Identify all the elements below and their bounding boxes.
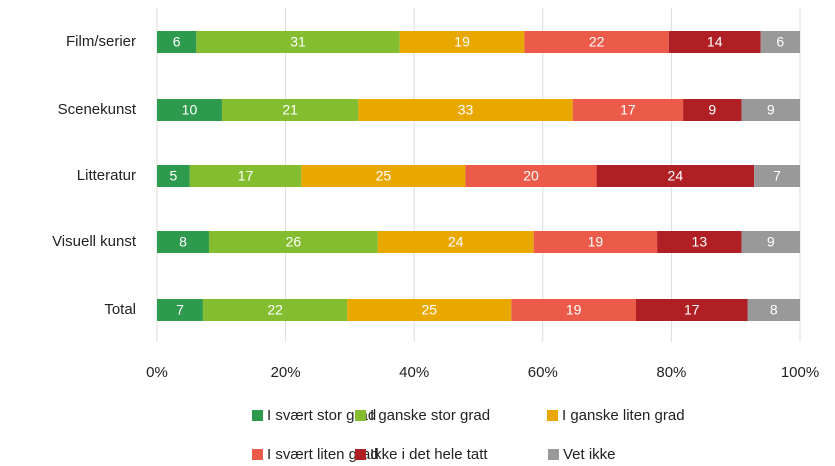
bar-segment <box>157 299 203 321</box>
value-label: 9 <box>767 234 775 250</box>
value-label: 22 <box>267 302 283 318</box>
bar-segment <box>524 31 669 53</box>
legend-label: I ganske stor grad <box>370 407 490 424</box>
value-label: 19 <box>588 234 604 250</box>
x-tick-label: 100% <box>781 364 819 381</box>
value-label: 33 <box>458 102 474 118</box>
y-tick-label: Scenekunst <box>58 101 137 118</box>
x-tick-label: 0% <box>146 364 168 381</box>
bar-segment <box>189 165 302 187</box>
value-label: 5 <box>170 168 178 184</box>
value-label: 6 <box>776 34 784 50</box>
legend-label: I svært stor grad <box>267 407 376 424</box>
value-label: 14 <box>707 34 723 50</box>
bar-segment <box>157 231 209 253</box>
bar-segment <box>196 31 400 53</box>
value-label: 20 <box>523 168 539 184</box>
value-label: 7 <box>773 168 781 184</box>
bar-segment <box>377 231 534 253</box>
value-label: 7 <box>176 302 184 318</box>
value-label: 19 <box>566 302 582 318</box>
value-label: 9 <box>708 102 716 118</box>
bar-segment <box>221 99 359 121</box>
bar-segment <box>741 231 800 253</box>
legend-label: I ganske liten grad <box>562 407 685 424</box>
bar-segment <box>157 99 222 121</box>
bar-segment <box>157 31 197 53</box>
legend-swatch <box>252 449 263 460</box>
bar-segment <box>465 165 597 187</box>
bar-segment <box>208 231 378 253</box>
y-tick-label: Visuell kunst <box>52 233 137 250</box>
bar-segment <box>760 31 800 53</box>
bar-segment <box>668 31 761 53</box>
value-label: 21 <box>282 102 298 118</box>
value-label: 25 <box>422 302 438 318</box>
legend-swatch <box>355 449 366 460</box>
legend-swatch <box>547 410 558 421</box>
bar-segment <box>202 299 348 321</box>
value-label: 22 <box>589 34 605 50</box>
bar-segment <box>399 31 525 53</box>
legend-swatch <box>355 410 366 421</box>
value-label: 17 <box>620 102 636 118</box>
bar-segment <box>301 165 466 187</box>
bar-segment <box>511 299 636 321</box>
bar-segment <box>358 99 573 121</box>
value-label: 26 <box>286 234 302 250</box>
x-tick-label: 40% <box>399 364 429 381</box>
legend-swatch <box>548 449 559 460</box>
x-tick-label: 80% <box>656 364 686 381</box>
bar-segment <box>747 299 800 321</box>
bar-segment <box>596 165 755 187</box>
bar-segment <box>683 99 742 121</box>
x-tick-label: 60% <box>528 364 558 381</box>
value-label: 6 <box>173 34 181 50</box>
y-tick-label: Litteratur <box>77 167 136 184</box>
bar-segment <box>657 231 742 253</box>
value-label: 8 <box>770 302 778 318</box>
value-label: 25 <box>376 168 392 184</box>
bar-segment <box>572 99 684 121</box>
legend-swatch <box>252 410 263 421</box>
value-label: 10 <box>182 102 198 118</box>
value-label: 24 <box>448 234 464 250</box>
legend-label: Vet ikke <box>563 446 616 463</box>
bar-segment <box>347 299 512 321</box>
value-label: 13 <box>692 234 708 250</box>
bar-segment <box>157 165 190 187</box>
value-label: 19 <box>454 34 470 50</box>
value-label: 31 <box>290 34 306 50</box>
value-label: 8 <box>179 234 187 250</box>
bar-segment <box>635 299 748 321</box>
value-label: 9 <box>767 102 775 118</box>
y-tick-label: Total <box>104 301 136 318</box>
value-label: 24 <box>668 168 684 184</box>
bar-segment <box>741 99 800 121</box>
legend-label: Ikke i det hele tatt <box>370 446 488 463</box>
bar-segment <box>754 165 800 187</box>
value-label: 17 <box>238 168 254 184</box>
value-label: 17 <box>684 302 700 318</box>
x-tick-label: 20% <box>271 364 301 381</box>
legend-label: I svært liten grad <box>267 446 379 463</box>
bar-segment <box>533 231 658 253</box>
y-tick-label: Film/serier <box>66 33 136 50</box>
